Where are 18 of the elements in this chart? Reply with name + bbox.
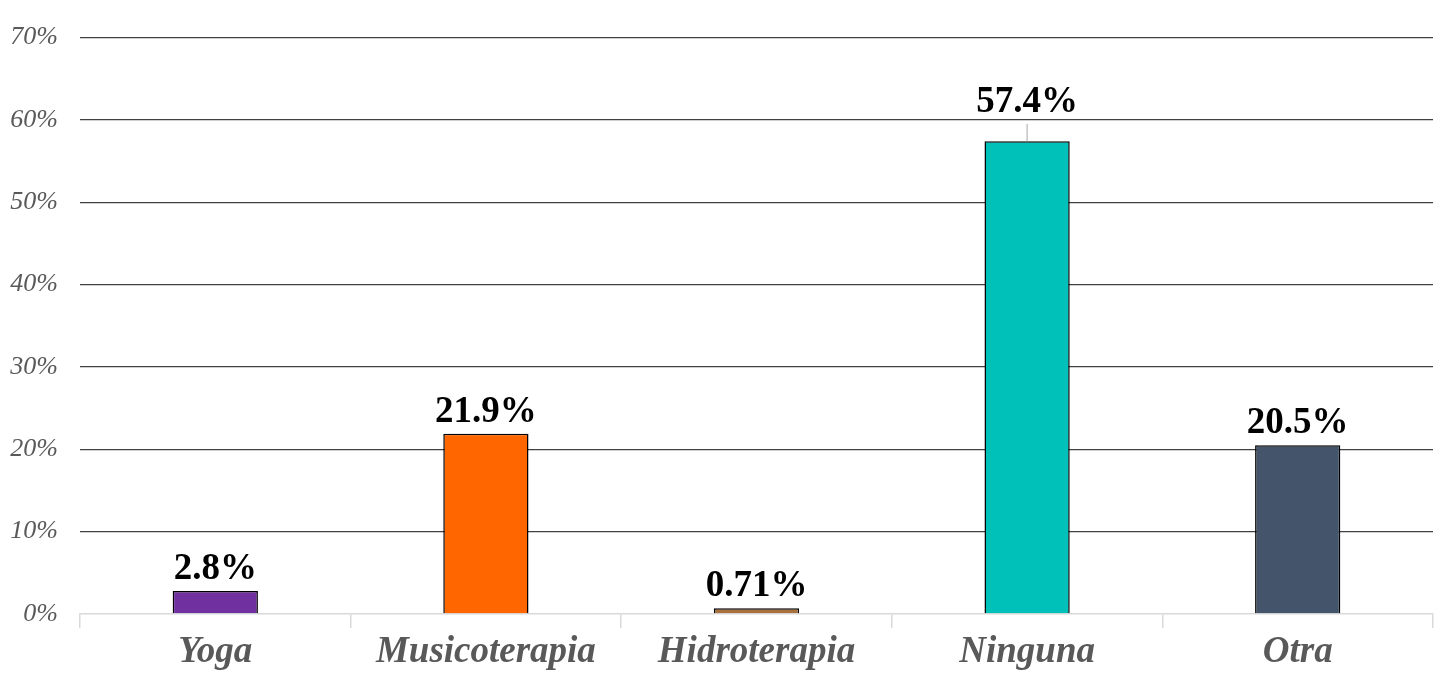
x-tick-label: Musicoterapia bbox=[374, 628, 596, 670]
x-tick-label: Yoga bbox=[178, 628, 253, 670]
y-tick-label: 0% bbox=[23, 597, 58, 627]
data-label: 21.9% bbox=[435, 388, 537, 430]
y-tick-label: 20% bbox=[10, 433, 58, 463]
x-tick-label: Ninguna bbox=[958, 628, 1095, 670]
data-label: 20.5% bbox=[1246, 400, 1349, 442]
y-tick-label: 70% bbox=[10, 21, 58, 51]
x-tick-label: Otra bbox=[1262, 628, 1333, 670]
data-label: 57.4% bbox=[976, 78, 1078, 120]
y-tick-label: 60% bbox=[10, 103, 58, 133]
y-tick-label: 30% bbox=[9, 350, 58, 380]
x-tick-label: Hidroterapia bbox=[656, 628, 856, 670]
data-label: 2.8% bbox=[173, 545, 257, 587]
y-tick-label: 10% bbox=[10, 515, 58, 545]
y-tick-label: 40% bbox=[10, 268, 58, 298]
data-label: 0.71% bbox=[705, 563, 808, 605]
y-tick-label: 50% bbox=[10, 186, 58, 216]
